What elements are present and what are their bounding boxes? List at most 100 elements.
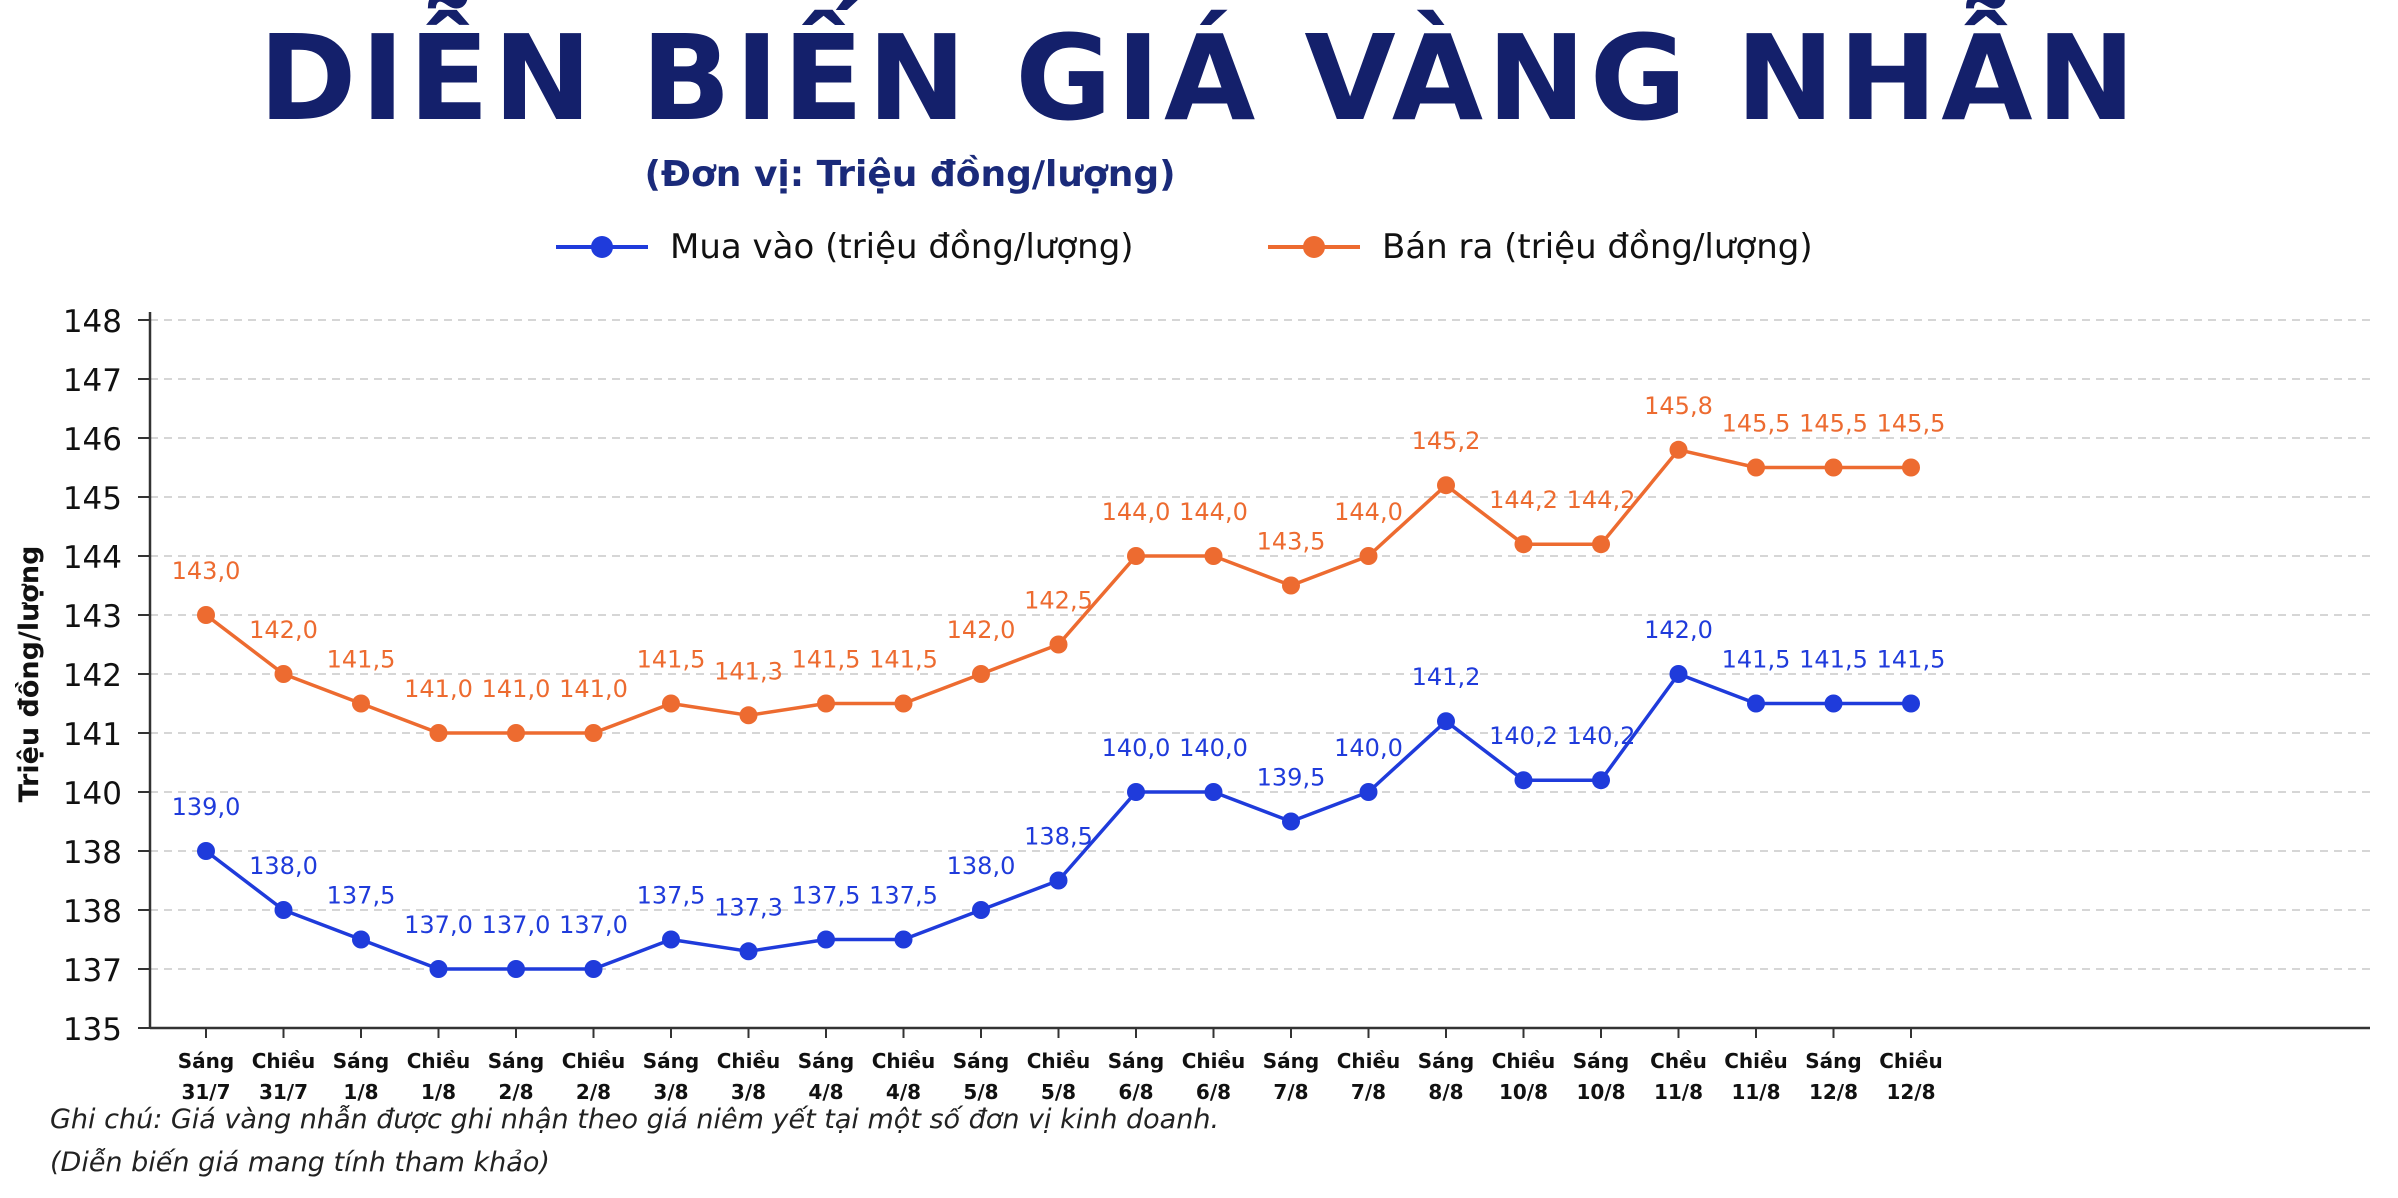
data-label-buy: 140,0 (1334, 734, 1403, 762)
y-tick-label: 138 (63, 894, 122, 930)
x-tick-label-date: 3/8 (731, 1080, 766, 1104)
data-label-buy: 138,5 (1024, 823, 1093, 851)
data-point-buy (1669, 665, 1688, 683)
data-point-buy (274, 901, 293, 919)
data-label-buy: 137,0 (482, 911, 551, 939)
x-tick-label-date: 10/8 (1499, 1080, 1548, 1104)
x-tick-label-session: Sáng (1108, 1049, 1164, 1073)
data-label-buy: 139,0 (172, 793, 241, 821)
x-tick-label-date: 11/8 (1731, 1080, 1780, 1104)
data-point-sell (662, 694, 680, 713)
x-tick-label-session: Chiều (1027, 1049, 1091, 1073)
data-label-buy: 138,0 (947, 852, 1016, 880)
data-point-buy (1359, 783, 1378, 801)
x-tick-label-session: Sáng (178, 1049, 234, 1073)
x-tick-label-session: Chiều (1337, 1049, 1401, 1073)
data-point-buy (662, 930, 680, 949)
data-label-sell: 141,5 (637, 646, 706, 674)
data-point-buy (817, 930, 835, 949)
x-tick-label-date: 2/8 (576, 1080, 611, 1104)
note-line-2: (Diễn biến giá mang tính tham khảo) (50, 1147, 550, 1178)
data-label-buy: 137,5 (327, 882, 396, 910)
data-label-sell: 144,2 (1489, 486, 1558, 514)
y-tick-label: 146 (63, 422, 122, 458)
data-point-buy (1437, 712, 1455, 731)
legend-sell-marker-icon (1268, 236, 1360, 258)
data-label-sell: 141,3 (714, 657, 783, 685)
x-tick-label-session: Sáng (798, 1049, 854, 1073)
data-label-sell: 145,2 (1412, 427, 1481, 455)
data-point-buy (739, 942, 758, 961)
x-tick-label-session: Chiều (407, 1049, 471, 1073)
y-tick-label: 145 (63, 481, 122, 517)
data-label-sell: 141,0 (482, 675, 551, 703)
data-point-sell (817, 694, 835, 713)
data-label-buy: 139,5 (1257, 764, 1326, 792)
data-label-buy: 140,0 (1179, 734, 1248, 762)
data-label-buy: 141,2 (1412, 663, 1481, 691)
legend-buy-marker-icon (556, 236, 648, 258)
x-tick-label-date: 31/7 (181, 1080, 230, 1104)
data-label-sell: 141,5 (869, 646, 938, 674)
data-point-buy (1282, 812, 1300, 831)
data-label-sell: 142,0 (947, 616, 1016, 644)
data-point-sell (197, 606, 215, 624)
note-line-1: Ghi chú: Giá vàng nhẫn được ghi nhận the… (50, 1104, 1220, 1135)
data-point-sell (1127, 547, 1145, 565)
data-point-sell (1514, 535, 1533, 554)
data-point-sell (1204, 547, 1223, 565)
data-point-sell (584, 724, 603, 742)
data-label-buy: 142,0 (1644, 616, 1713, 644)
x-tick-label-session: Sáng (1263, 1049, 1319, 1073)
x-tick-label-session: Chều (1650, 1049, 1707, 1073)
x-tick-label-session: Sáng (1418, 1049, 1474, 1073)
data-label-buy: 140,2 (1567, 722, 1636, 750)
data-label-buy: 140,2 (1489, 722, 1558, 750)
data-point-buy (1049, 871, 1068, 890)
data-point-buy (1824, 694, 1843, 713)
data-label-sell: 141,5 (792, 646, 861, 674)
y-tick-label: 140 (63, 776, 122, 812)
x-tick-label-date: 5/8 (963, 1080, 998, 1104)
x-tick-label-date: 4/8 (886, 1080, 921, 1104)
data-label-sell: 144,0 (1179, 498, 1248, 526)
x-tick-label-session: Chiều (1879, 1049, 1943, 1073)
y-tick-label: 137 (63, 953, 122, 989)
data-label-sell: 142,0 (249, 616, 318, 644)
y-tick-label: 135 (63, 1012, 122, 1048)
x-tick-label-session: Sáng (333, 1049, 389, 1073)
x-tick-label-session: Sáng (1805, 1049, 1861, 1073)
data-point-sell (1902, 458, 1920, 477)
x-tick-label-date: 10/8 (1576, 1080, 1625, 1104)
x-tick-label-session: Sáng (1573, 1049, 1629, 1073)
x-tick-label-session: Sáng (953, 1049, 1009, 1073)
x-tick-label-session: Chiều (872, 1049, 936, 1073)
data-label-buy: 141,5 (1877, 646, 1946, 674)
x-tick-label-date: 8/8 (1428, 1080, 1463, 1104)
data-point-sell (739, 706, 758, 725)
legend-item-sell: Bán ra (triệu đồng/lượng) (1268, 222, 1813, 272)
x-tick-label-date: 7/8 (1351, 1080, 1386, 1104)
y-tick-label: 148 (63, 304, 122, 340)
x-tick-label-session: Chiều (717, 1049, 781, 1073)
y-tick-label: 147 (63, 363, 122, 399)
data-point-buy (507, 960, 525, 978)
x-tick-label-date: 1/8 (343, 1080, 378, 1104)
data-label-sell: 143,0 (172, 557, 241, 585)
data-label-sell: 145,5 (1722, 410, 1791, 438)
x-tick-label-session: Chiều (252, 1049, 316, 1073)
data-point-buy (429, 960, 448, 978)
data-label-sell: 141,0 (404, 675, 473, 703)
data-point-buy (1902, 694, 1920, 713)
chart-title: DIỄN BIẾN GIÁ VÀNG NHẪN (258, 9, 2140, 147)
x-tick-label-session: Chiều (1182, 1049, 1246, 1073)
data-point-buy (1204, 783, 1223, 801)
data-label-sell: 145,8 (1644, 392, 1713, 420)
data-label-sell: 143,5 (1257, 528, 1326, 556)
data-point-buy (1514, 771, 1533, 790)
x-tick-label-date: 3/8 (653, 1080, 688, 1104)
data-point-sell (1437, 476, 1455, 495)
x-tick-label-date: 7/8 (1273, 1080, 1308, 1104)
data-label-sell: 144,0 (1102, 498, 1171, 526)
